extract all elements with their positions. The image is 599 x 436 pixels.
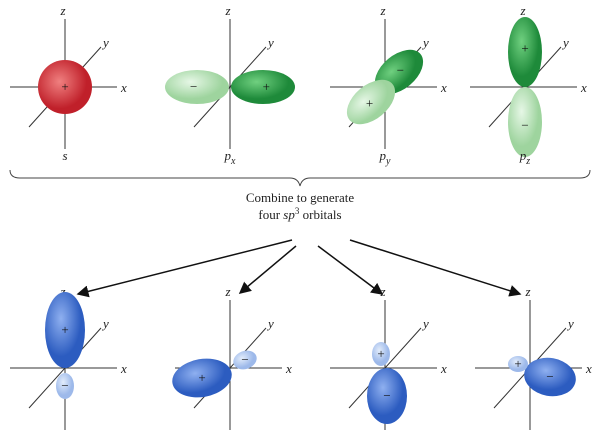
axis-label: y — [266, 316, 274, 331]
axis-label: x — [120, 80, 127, 95]
caption-line: four sp3 orbitals — [258, 206, 341, 222]
sign: + — [377, 346, 384, 361]
sign: + — [61, 322, 68, 337]
axis-label: z — [379, 3, 385, 18]
sign: − — [521, 118, 528, 133]
orbital-label: py — [379, 148, 392, 167]
sign: + — [61, 79, 68, 94]
axis-label: y — [101, 316, 109, 331]
axis-label: x — [440, 80, 447, 95]
sign: + — [514, 356, 521, 371]
axis-label: z — [379, 284, 385, 299]
axis-label: y — [421, 316, 429, 331]
axis-label: x — [440, 361, 447, 376]
caption-text: four — [258, 207, 283, 222]
sign: − — [61, 378, 68, 393]
sign: + — [263, 79, 270, 94]
axis-label: y — [101, 35, 109, 50]
label-sub: z — [525, 156, 530, 167]
brace — [10, 170, 590, 186]
sign: − — [546, 369, 553, 384]
sign: − — [190, 79, 197, 94]
axis-label: z — [59, 3, 65, 18]
axis-label: z — [224, 3, 230, 18]
axis-label: y — [561, 35, 569, 50]
axis-label: z — [524, 284, 530, 299]
axis-label: x — [285, 361, 292, 376]
axis-label: y — [266, 35, 274, 50]
sign: + — [366, 96, 373, 111]
axis-label: y — [421, 35, 429, 50]
caption-text: sp — [283, 207, 295, 222]
axis-label: y — [566, 316, 574, 331]
sign: + — [198, 370, 205, 385]
sign: − — [383, 388, 390, 403]
label-main: s — [62, 148, 67, 163]
diagram: Combine to generate four sp3 orbitals z y… — [0, 0, 599, 431]
caption-text: orbitals — [299, 207, 341, 222]
sign: − — [241, 352, 248, 367]
axis-label: x — [580, 80, 587, 95]
axis-label: x — [585, 361, 592, 376]
label-sub: y — [385, 156, 391, 167]
sign: − — [397, 63, 404, 78]
sign: + — [521, 41, 528, 56]
label-sub: x — [230, 156, 236, 167]
orbital-label: px — [224, 148, 237, 167]
orbital-label: s — [62, 148, 67, 163]
caption-line: Combine to generate — [246, 190, 355, 205]
axis-label: x — [120, 361, 127, 376]
axis-label: z — [224, 284, 230, 299]
axis-label: z — [519, 3, 525, 18]
arrows — [78, 240, 520, 294]
